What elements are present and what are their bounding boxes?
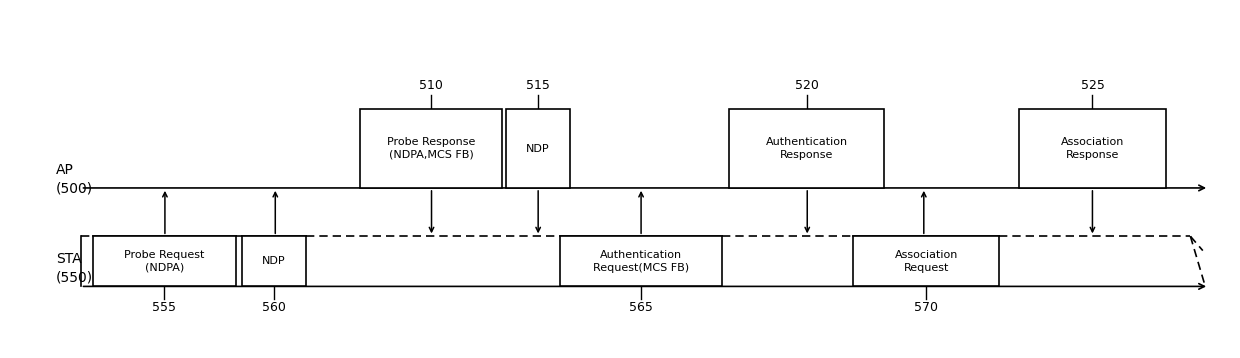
Text: 510: 510 bbox=[419, 79, 443, 92]
Bar bbox=[242, 236, 306, 286]
Text: 525: 525 bbox=[1080, 79, 1105, 92]
Text: 560: 560 bbox=[262, 301, 286, 314]
Text: 570: 570 bbox=[914, 301, 939, 314]
Text: NDP: NDP bbox=[262, 256, 286, 266]
Text: AP
(500): AP (500) bbox=[56, 163, 93, 195]
Text: Authentication
Response: Authentication Response bbox=[765, 137, 848, 160]
Bar bbox=[560, 236, 722, 286]
Text: Probe Response
(NDPA,MCS FB): Probe Response (NDPA,MCS FB) bbox=[387, 137, 475, 160]
Bar bbox=[729, 109, 884, 188]
Bar bbox=[506, 109, 570, 188]
Text: 565: 565 bbox=[629, 301, 653, 314]
Text: 555: 555 bbox=[153, 301, 176, 314]
Text: Association
Response: Association Response bbox=[1060, 137, 1125, 160]
Bar bbox=[360, 109, 502, 188]
Text: Authentication
Request(MCS FB): Authentication Request(MCS FB) bbox=[593, 250, 689, 272]
Bar bbox=[1019, 109, 1166, 188]
Text: NDP: NDP bbox=[526, 144, 551, 154]
Text: Association
Request: Association Request bbox=[894, 250, 959, 272]
Text: Probe Request
(NDPA): Probe Request (NDPA) bbox=[124, 250, 205, 272]
Text: 515: 515 bbox=[526, 79, 551, 92]
Bar bbox=[93, 236, 236, 286]
Text: 520: 520 bbox=[795, 79, 818, 92]
Bar bbox=[853, 236, 999, 286]
Text: STA
(550): STA (550) bbox=[56, 252, 93, 285]
